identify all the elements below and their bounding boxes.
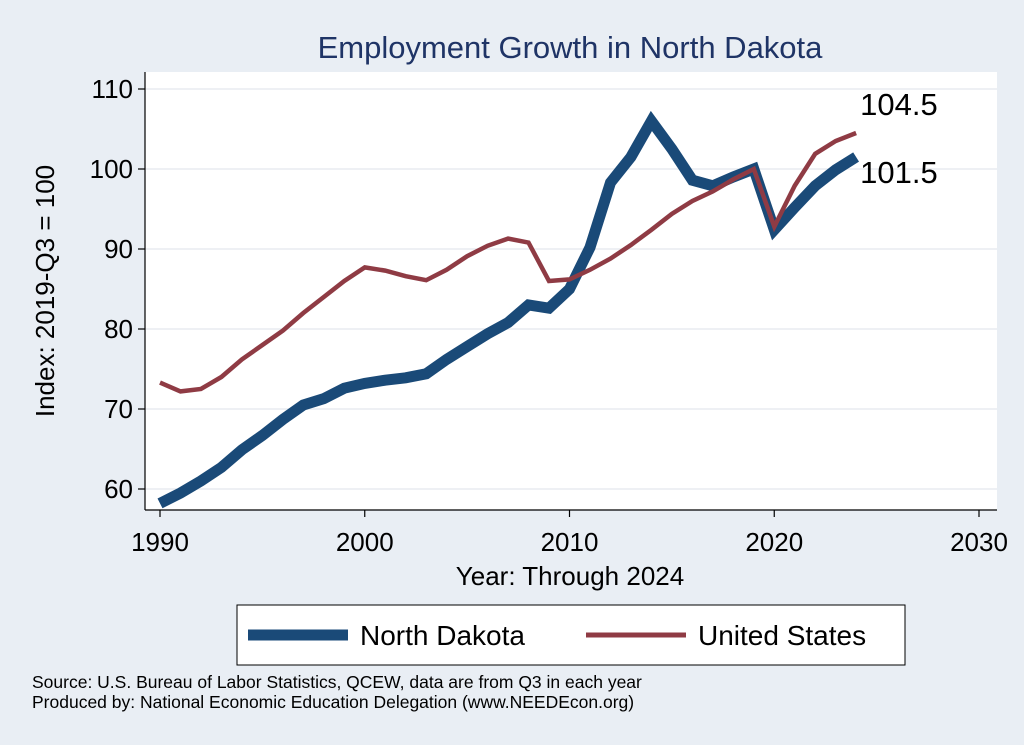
y-tick-label-100: 100 [90,154,133,184]
y-tick-label-90: 90 [104,234,133,264]
x-tick-label-2000: 2000 [336,527,394,557]
y-axis-ticks: 60 70 80 90 100 110 [90,74,145,504]
y-tick-label-80: 80 [104,314,133,344]
legend: North Dakota United States [236,604,906,666]
producer-note: Produced by: National Economic Education… [32,692,635,712]
x-tick-label-2030: 2030 [950,527,1008,557]
x-tick-label-2010: 2010 [541,527,599,557]
end-labels: 101.5 104.5 [860,87,938,190]
x-tick-label-1990: 1990 [131,527,189,557]
legend-box [236,604,906,666]
y-tick-label-60: 60 [104,474,133,504]
legend-label-united-states: United States [698,620,866,651]
x-axis-label: Year: Through 2024 [456,561,684,591]
y-tick-label-70: 70 [104,394,133,424]
series-lines [157,110,860,509]
chart-title: Employment Growth in North Dakota [318,30,824,65]
end-label-north-dakota: 101.5 [860,155,938,190]
y-tick-label-110: 110 [92,74,133,104]
series-line-united-states [159,130,857,394]
x-axis-ticks: 1990 2000 2010 2020 2030 [131,510,1008,557]
legend-label-north-dakota: North Dakota [360,620,525,651]
y-axis-label: Index: 2019-Q3 = 100 [30,165,60,417]
source-note: Source: U.S. Bureau of Labor Statistics,… [32,672,642,692]
end-label-united-states: 104.5 [860,87,938,122]
x-tick-label-2020: 2020 [745,527,803,557]
